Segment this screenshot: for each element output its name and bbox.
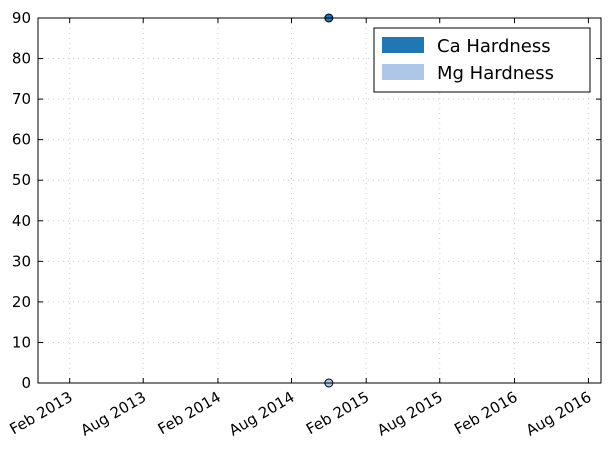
y-tick-label: 0 (21, 374, 31, 392)
x-tick-label: Feb 2013 (6, 388, 75, 438)
y-tick-label: 20 (12, 293, 31, 311)
x-tick-label: Feb 2015 (303, 388, 372, 438)
y-tick-label: 80 (12, 50, 31, 68)
legend-label: Ca Hardness (437, 36, 551, 57)
legend-swatch (382, 37, 424, 53)
x-tick-label: Aug 2014 (226, 388, 298, 440)
x-tick-label: Aug 2015 (374, 388, 446, 440)
legend: Ca Hardness Mg Hardness (373, 27, 591, 93)
x-tick-label: Feb 2014 (155, 388, 224, 438)
x-tick-label: Aug 2013 (78, 388, 150, 440)
legend-swatch (382, 64, 424, 80)
x-tick-label: Feb 2016 (451, 388, 520, 438)
y-tick-label: 90 (12, 9, 31, 27)
y-tick-label: 70 (12, 90, 31, 108)
y-tick-label: 30 (12, 252, 31, 270)
y-tick-label: 60 (12, 131, 31, 149)
y-tick-label: 10 (12, 333, 31, 351)
y-tick-label: 40 (12, 212, 31, 230)
legend-label: Mg Hardness (437, 63, 554, 84)
x-tick-label: Aug 2016 (523, 388, 595, 440)
data-points (324, 13, 334, 388)
y-tick-label: 50 (12, 171, 31, 189)
plot-frame (37, 17, 602, 384)
y-axis: 0 10 20 30 40 50 60 70 80 90 (12, 9, 601, 392)
